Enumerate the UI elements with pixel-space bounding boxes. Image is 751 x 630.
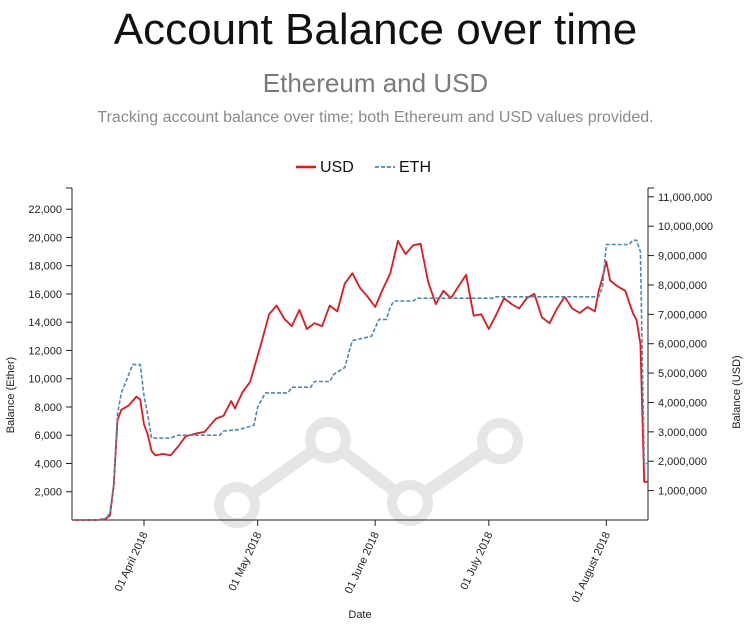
watermark-node [305, 417, 351, 463]
y-tick-right-label: 5,000,000 [658, 368, 707, 380]
y-axis-left-label: Balance (Ether) [5, 357, 17, 433]
watermark-node [387, 480, 433, 526]
y-tick-right-label: 1,000,000 [658, 486, 707, 498]
series-line-eth [72, 239, 648, 521]
x-axis-label: Date [348, 609, 371, 621]
y-tick-left-label: 10,000 [28, 374, 62, 386]
y-tick-left-label: 16,000 [28, 289, 62, 301]
watermark-node [214, 482, 260, 528]
y-tick-right-label: 9,000,000 [658, 251, 707, 263]
line-chart-logo-icon [214, 417, 523, 528]
series-line-usd [72, 239, 648, 521]
y-tick-left-label: 6,000 [34, 430, 62, 442]
chart-subtitle: Ethereum and USD [262, 68, 489, 98]
y-tick-left-label: 14,000 [28, 317, 62, 329]
y-tick-left-label: 8,000 [34, 402, 62, 414]
x-tick-label: 01 June 2018 [343, 530, 382, 595]
y-tick-right-label: 7,000,000 [658, 309, 707, 321]
y-tick-right-label: 8,000,000 [658, 280, 707, 292]
y-tick-right-label: 6,000,000 [658, 339, 707, 351]
series-group [72, 239, 648, 521]
y-tick-left-label: 22,000 [28, 204, 62, 216]
y-tick-left-label: 12,000 [28, 345, 62, 357]
axes: 2,000 4,000 6,000 8,000 10,000 12,000 14,000 16… [28, 187, 713, 605]
y-tick-right-label: 11,000,000 [658, 192, 712, 204]
watermark-line [233, 434, 504, 510]
legend: USD ETH [296, 159, 431, 176]
x-tick-label: 01 April 2018 [113, 530, 151, 593]
x-tick-label: 01 July 2018 [458, 530, 495, 592]
y-axis-right-label: Balance (USD) [731, 355, 743, 428]
y-tick-right-label: 4,000,000 [658, 397, 707, 409]
y-tick-right-label: 3,000,000 [658, 427, 707, 439]
y-tick-right-label: 2,000,000 [658, 456, 707, 468]
x-tick-label: 01 May 2018 [227, 530, 265, 593]
chart-description: Tracking account balance over time; both… [97, 109, 654, 126]
y-tick-left-label: 2,000 [34, 487, 62, 499]
legend-label-eth: ETH [399, 159, 431, 176]
y-tick-left-label: 20,000 [28, 232, 62, 244]
watermark-node [477, 418, 523, 464]
chart-title: Account Balance over time [113, 5, 638, 54]
y-tick-left-label: 4,000 [34, 458, 62, 470]
y-tick-right-label: 10,000,000 [658, 221, 713, 233]
y-tick-left-label: 18,000 [28, 261, 62, 273]
legend-label-usd: USD [320, 159, 354, 176]
x-tick-label: 01 August 2018 [570, 530, 613, 604]
